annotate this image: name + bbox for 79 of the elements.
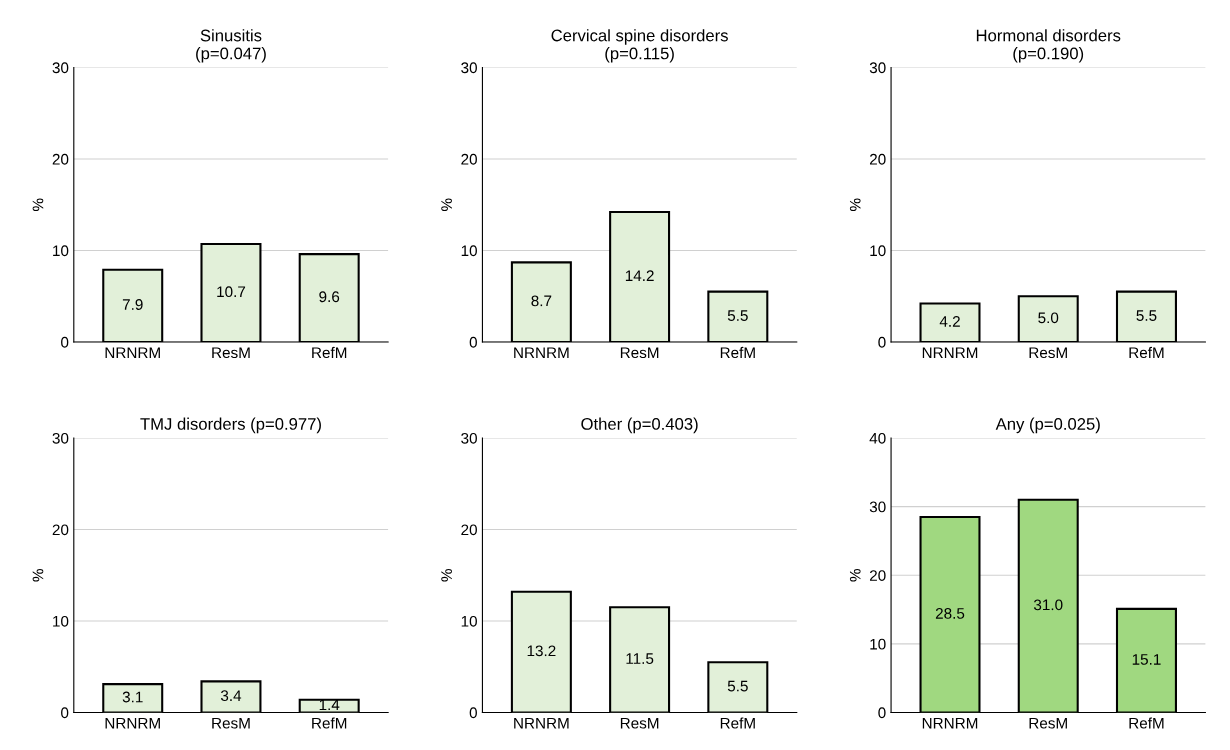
data-label: 5.5	[727, 680, 748, 692]
bar	[919, 515, 981, 713]
y-axis-title: %	[441, 198, 452, 211]
data-label: 3.4	[220, 690, 242, 702]
data-label: 1.4	[319, 699, 340, 711]
y-tick-label: 10	[870, 638, 886, 650]
chart-title: Hormonal disorders (p=0.190)	[976, 29, 1121, 63]
y-tick-label: 30	[461, 432, 477, 444]
y-tick-label: 20	[461, 153, 477, 165]
y-tick-label: 0	[61, 336, 69, 348]
y-tick-label: 20	[461, 524, 477, 536]
x-tick-label: ResM	[620, 717, 659, 729]
x-tick-label: ResM	[1029, 717, 1067, 729]
x-tick-label: ResM	[212, 347, 250, 359]
x-tick-label: RefM	[720, 717, 755, 729]
y-axis-title: %	[441, 569, 452, 582]
y-tick-label: 10	[870, 245, 886, 257]
data-label: 31.0	[1033, 599, 1063, 611]
y-tick-label: 30	[461, 62, 477, 74]
x-tick-label: NRNRM	[105, 347, 160, 358]
data-label: 8.7	[531, 295, 552, 307]
x-tick-label: RefM	[720, 346, 755, 359]
y-axis-title: %	[849, 198, 861, 211]
y-tick-label: 10	[461, 615, 477, 627]
x-tick-label: NRNRM	[514, 717, 569, 729]
y-tick-label: 10	[461, 245, 477, 257]
x-tick-label: RefM	[312, 717, 347, 729]
data-label: 14.2	[625, 270, 654, 281]
y-tick-label: 0	[469, 336, 477, 348]
data-label: 4.2	[939, 316, 960, 327]
x-tick-label: NRNRM	[922, 717, 978, 729]
data-label: 5.5	[727, 310, 748, 321]
bar	[510, 590, 572, 713]
y-axis-title: %	[32, 569, 44, 582]
bar	[1017, 498, 1079, 713]
chart-title: Other (p=0.403)	[581, 417, 698, 434]
chart-title: Cervical spine disorders (p=0.115)	[551, 29, 728, 63]
y-tick-label: 20	[869, 570, 886, 581]
x-tick-label: ResM	[620, 347, 659, 359]
data-label: 7.9	[122, 299, 143, 310]
data-label: 3.1	[122, 691, 143, 703]
data-label: 28.5	[935, 608, 965, 619]
y-tick-label: 10	[53, 615, 69, 627]
data-label: 5.5	[1136, 310, 1157, 321]
x-tick-label: RefM	[312, 346, 347, 359]
y-tick-label: 0	[61, 707, 69, 719]
bar	[609, 606, 671, 713]
y-axis-title: %	[849, 569, 861, 582]
y-tick-label: 0	[469, 707, 477, 719]
bar	[707, 661, 769, 713]
y-tick-label: 30	[52, 432, 69, 444]
x-tick-label: RefM	[1129, 346, 1164, 359]
y-tick-label: 0	[878, 336, 886, 348]
data-label: 5.0	[1038, 312, 1059, 324]
data-label: 10.7	[217, 286, 246, 298]
x-tick-label: NRNRM	[514, 347, 569, 358]
x-tick-label: ResM	[1029, 347, 1067, 359]
chart-title: TMJ disorders (p=0.977)	[140, 417, 321, 434]
chart-title: Any (p=0.025)	[995, 417, 1100, 434]
data-label: 9.6	[319, 291, 340, 303]
y-axis-title: %	[32, 198, 44, 211]
x-tick-label: RefM	[1129, 717, 1164, 729]
x-tick-label: NRNRM	[922, 347, 978, 358]
data-label: 13.2	[527, 645, 556, 657]
x-tick-label: ResM	[212, 717, 250, 729]
x-tick-label: NRNRM	[105, 717, 160, 729]
y-tick-label: 30	[869, 62, 886, 74]
data-label: 15.1	[1132, 654, 1161, 665]
y-tick-label: 0	[878, 707, 886, 719]
y-tick-label: 30	[869, 501, 886, 513]
data-label: 11.5	[626, 653, 654, 664]
bar	[1115, 607, 1177, 713]
y-tick-label: 10	[53, 245, 69, 257]
y-tick-label: 20	[52, 153, 69, 165]
y-tick-label: 20	[52, 524, 69, 536]
chart-title: Sinusitis (p=0.047)	[196, 29, 266, 63]
y-tick-label: 20	[869, 153, 886, 165]
y-tick-label: 30	[52, 62, 69, 74]
y-tick-label: 40	[869, 432, 886, 444]
